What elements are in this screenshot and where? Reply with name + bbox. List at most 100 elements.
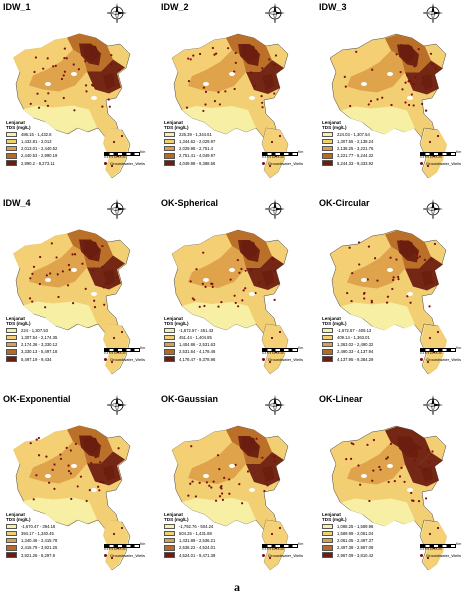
well-marker-icon (420, 358, 423, 361)
well-point (261, 67, 264, 70)
legend-row: 1,307.54 - 2,174.35 (6, 334, 102, 341)
legend-unit: TDS (mg/L) (6, 125, 31, 131)
legend-unit: TDS (mg/L) (322, 125, 347, 131)
tds-hotspot (400, 240, 416, 258)
well-point (51, 468, 54, 471)
legend-swatch (6, 334, 17, 341)
well-point (117, 447, 120, 450)
tds-hotspot (400, 436, 416, 454)
scale-bar: Km 0 2.5 5 10 15 20 (104, 150, 148, 160)
well-point (79, 475, 83, 478)
well-point (352, 443, 355, 446)
north-arrow-icon (106, 395, 127, 416)
well-point (201, 282, 204, 285)
scale-bar-graphic (262, 348, 298, 352)
well-point (102, 480, 105, 484)
no-data-gap (361, 474, 367, 478)
well-point (391, 287, 394, 291)
figure-caption: a (234, 580, 240, 594)
well-point (426, 360, 430, 364)
legend-row: -1,672.57 - 451.43 (164, 327, 260, 334)
legend-class-label: 2,490.33 - 4,137.94 (337, 349, 374, 355)
panel-title: IDW_4 (3, 198, 31, 208)
well-point (220, 492, 224, 495)
well-marker-icon (420, 162, 423, 165)
well-point (350, 442, 353, 445)
well-marker-icon (262, 358, 265, 361)
scale-bar: Km 0 2.5 5 10 15 20 (420, 150, 464, 160)
legend-swatch (6, 342, 17, 348)
well-point (423, 258, 426, 261)
well-point (191, 480, 194, 483)
panel-title: IDW_3 (319, 2, 347, 12)
legend-area-name: Lenjanat (164, 120, 183, 125)
well-point (33, 70, 36, 74)
legend-swatch (322, 545, 333, 551)
well-point (238, 483, 241, 486)
well-point (424, 497, 428, 500)
well-point (418, 255, 421, 258)
well-point (59, 453, 62, 456)
well-point (63, 70, 66, 73)
well-point (62, 96, 65, 100)
well-point (351, 272, 354, 275)
tds-zone (341, 498, 415, 527)
well-point (29, 102, 32, 105)
tds-zone (103, 465, 115, 482)
tds-zone (421, 466, 433, 483)
well-point (370, 301, 373, 304)
legend-class-label: -1,672.57 - 451.43 (179, 327, 214, 333)
tds-hotspot (84, 44, 100, 62)
well-point (369, 99, 373, 103)
well-point (46, 57, 49, 60)
well-point (270, 140, 274, 144)
legend-unit: TDS (mg/L) (6, 321, 31, 327)
well-point (208, 484, 211, 487)
map-panel: IDW_1 Lenjanat TDS (mg/L) 486.15 - 1,432.8 1… (0, 0, 158, 193)
legend-row: 486.15 - 1,432.8 (6, 131, 102, 138)
legend-class-label: 409.14 - 1,363.01 (337, 335, 370, 341)
well-point (63, 47, 66, 50)
well-point (413, 459, 416, 462)
scale-bar-graphic (420, 152, 456, 156)
well-point (261, 106, 264, 109)
well-point (81, 262, 84, 265)
well-point (412, 104, 415, 107)
map-legend: Lenjanat TDS (mg/L) -1,670.47 - 394.16 394.… (6, 512, 102, 559)
legend-swatch (322, 552, 333, 558)
well-point (37, 436, 40, 440)
legend-swatch (164, 327, 175, 334)
legend-swatch (164, 538, 175, 544)
legend-row: -1,670.47 - 394.16 (6, 523, 102, 530)
well-point (426, 448, 429, 451)
no-data-gap (71, 464, 77, 468)
map-area (329, 425, 447, 571)
well-point (272, 258, 275, 261)
legend-swatch (6, 538, 17, 544)
well-marker-icon (104, 358, 107, 361)
well-point (37, 454, 41, 457)
well-point (69, 449, 72, 452)
well-point (346, 291, 349, 295)
legend-swatch (6, 327, 17, 334)
legend-swatch (6, 545, 17, 551)
wells-label: Groundwater_Wells (426, 357, 462, 362)
well-point (255, 49, 258, 53)
well-point (67, 464, 70, 467)
legend-class-label: 2,138.25 - 3,221.76 (337, 146, 374, 152)
tds-hotspot (242, 436, 258, 454)
tds-zone (23, 497, 97, 526)
well-point (211, 46, 214, 50)
legend-unit: TDS (mg/L) (322, 321, 347, 327)
legend-class-label: 504.25 - 1,431.88 (179, 531, 212, 537)
well-point (67, 470, 71, 473)
well-point (72, 63, 75, 66)
scale-bar-graphic (262, 152, 298, 156)
tds-zone (13, 429, 73, 468)
well-point (212, 480, 215, 483)
well-point (260, 95, 263, 98)
well-point (28, 297, 32, 300)
well-point (110, 63, 113, 66)
scale-bar: Km 0 2.5 5 10 15 20 (104, 542, 148, 552)
legend-row: 2,061.05 - 2,497.37 (322, 537, 418, 544)
